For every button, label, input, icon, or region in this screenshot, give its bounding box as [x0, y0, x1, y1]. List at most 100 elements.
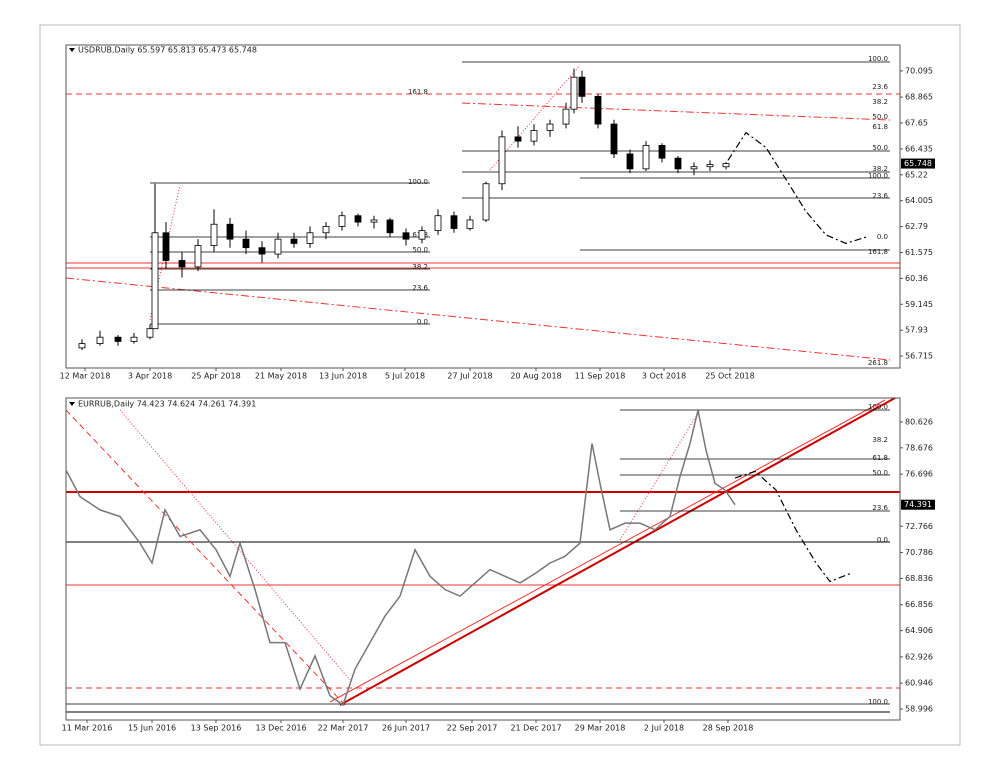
y-tick-label: 64.906 — [905, 626, 933, 635]
fib-label: 50.0 — [872, 113, 888, 121]
last-price-box — [901, 499, 935, 510]
x-tick-label: 13 Dec 2016 — [255, 724, 306, 733]
candle-body — [674, 157, 682, 170]
y-tick-label: 68.865 — [905, 93, 933, 102]
header-arrow — [69, 48, 75, 52]
candle-body — [354, 215, 362, 223]
candle-body — [274, 238, 282, 255]
fib-label: 61.8 — [872, 454, 888, 462]
candle-body — [482, 183, 490, 221]
x-tick-label: 22 Mar 2017 — [318, 724, 369, 733]
frame — [39, 24, 961, 746]
y-tick-label: 80.626 — [905, 417, 933, 426]
candle-body — [96, 336, 104, 344]
candle-body — [498, 136, 506, 185]
fib-label: 50.0 — [872, 469, 888, 477]
candle-body — [258, 247, 266, 255]
fib-label: 50.0 — [412, 246, 428, 254]
candle-body — [466, 219, 474, 229]
candle-body — [386, 219, 394, 234]
x-tick-label: 25 Apr 2018 — [191, 372, 240, 381]
bottom-drawings — [65, 397, 900, 713]
fib-label: 23.6 — [872, 504, 888, 512]
candle-body — [562, 108, 570, 125]
candle-body — [530, 130, 538, 142]
fib-label: 100.0 — [868, 55, 888, 63]
x-tick-label: 27 Jul 2018 — [447, 372, 492, 381]
fib-label: 23.6 — [412, 284, 428, 292]
price-line — [65, 410, 736, 707]
candle-body — [514, 136, 522, 142]
x-tick-label: 22 Sep 2017 — [447, 724, 498, 733]
trendline — [489, 64, 581, 171]
candle-body — [546, 123, 554, 131]
fib-label: 38.2 — [412, 263, 428, 271]
trendline — [329, 399, 886, 703]
x-tick-label: 29 Mar 2018 — [575, 724, 626, 733]
plot-area — [65, 397, 901, 721]
fib-label: 100.0 — [868, 698, 888, 706]
y-tick-label: 66.435 — [905, 144, 933, 153]
candle-body — [690, 166, 698, 170]
chart-header: USDRUB,Daily 65.597 65.813 65.473 65.748 — [78, 46, 257, 55]
candle-body — [151, 232, 159, 330]
last-price: 74.391 — [904, 500, 932, 509]
candle-body — [370, 219, 378, 223]
y-tick-label: 59.145 — [905, 300, 933, 309]
y-tick-label: 78.676 — [905, 443, 933, 452]
candle-body — [434, 215, 442, 232]
x-tick-label: 3 Apr 2018 — [128, 372, 172, 381]
trendline — [119, 409, 351, 681]
y-tick-label: 67.65 — [905, 119, 928, 128]
y-tick-label: 70.095 — [905, 66, 933, 75]
trendline — [339, 397, 896, 706]
x-tick-label: 21 May 2018 — [255, 372, 307, 381]
fib-label: 38.2 — [872, 165, 888, 173]
y-tick-label: 60.36 — [905, 274, 928, 283]
x-tick-label: 15 Jun 2016 — [128, 724, 176, 733]
y-tick-label: 57.93 — [905, 326, 928, 335]
candle-body — [578, 76, 586, 97]
chart-header: EURRUB,Daily 74.423 74.624 74.261 74.391 — [78, 400, 256, 409]
candle-body — [626, 153, 634, 170]
x-tick-label: 28 Sep 2018 — [703, 724, 754, 733]
candle-body — [322, 225, 330, 234]
candle-body — [450, 215, 458, 229]
last-price-box — [901, 158, 935, 169]
header-arrow — [69, 402, 75, 406]
fib-label: 261.8 — [868, 359, 888, 367]
fib-label: 0.0 — [877, 536, 888, 544]
fib-label: 61.8 — [872, 123, 888, 131]
trendline — [65, 277, 891, 361]
fib-label: 161.8 — [868, 248, 888, 256]
fib-label: 0.0 — [877, 233, 888, 241]
y-tick-label: 60.946 — [905, 679, 933, 688]
y-tick-label: 66.856 — [905, 600, 933, 609]
trendline — [65, 409, 346, 706]
candle-body — [178, 260, 186, 268]
y-tick-label: 61.575 — [905, 248, 933, 257]
candle-body — [290, 238, 298, 244]
candle-body — [338, 215, 346, 227]
fib-label: 0.0 — [417, 318, 428, 326]
candle-body — [130, 336, 138, 342]
fib-label: 50.0 — [872, 144, 888, 152]
candle-body — [570, 76, 578, 110]
fib-label: 38.2 — [872, 436, 888, 444]
candle-body — [642, 144, 650, 170]
y-tick-label: 62.79 — [905, 222, 928, 231]
y-tick-label: 62.926 — [905, 652, 933, 661]
candle-body — [146, 328, 154, 338]
y-tick-label: 72.766 — [905, 522, 933, 531]
candle-body — [722, 163, 730, 168]
fib-label: 23.6 — [872, 83, 888, 91]
candle-body — [114, 336, 122, 342]
candle-body — [418, 230, 426, 240]
candle-body — [242, 238, 250, 249]
candle-body — [402, 232, 410, 240]
x-tick-label: 12 Mar 2018 — [60, 372, 111, 381]
plot-area — [65, 44, 901, 369]
fib-label: 23.6 — [872, 192, 888, 200]
candle-body — [78, 343, 86, 349]
